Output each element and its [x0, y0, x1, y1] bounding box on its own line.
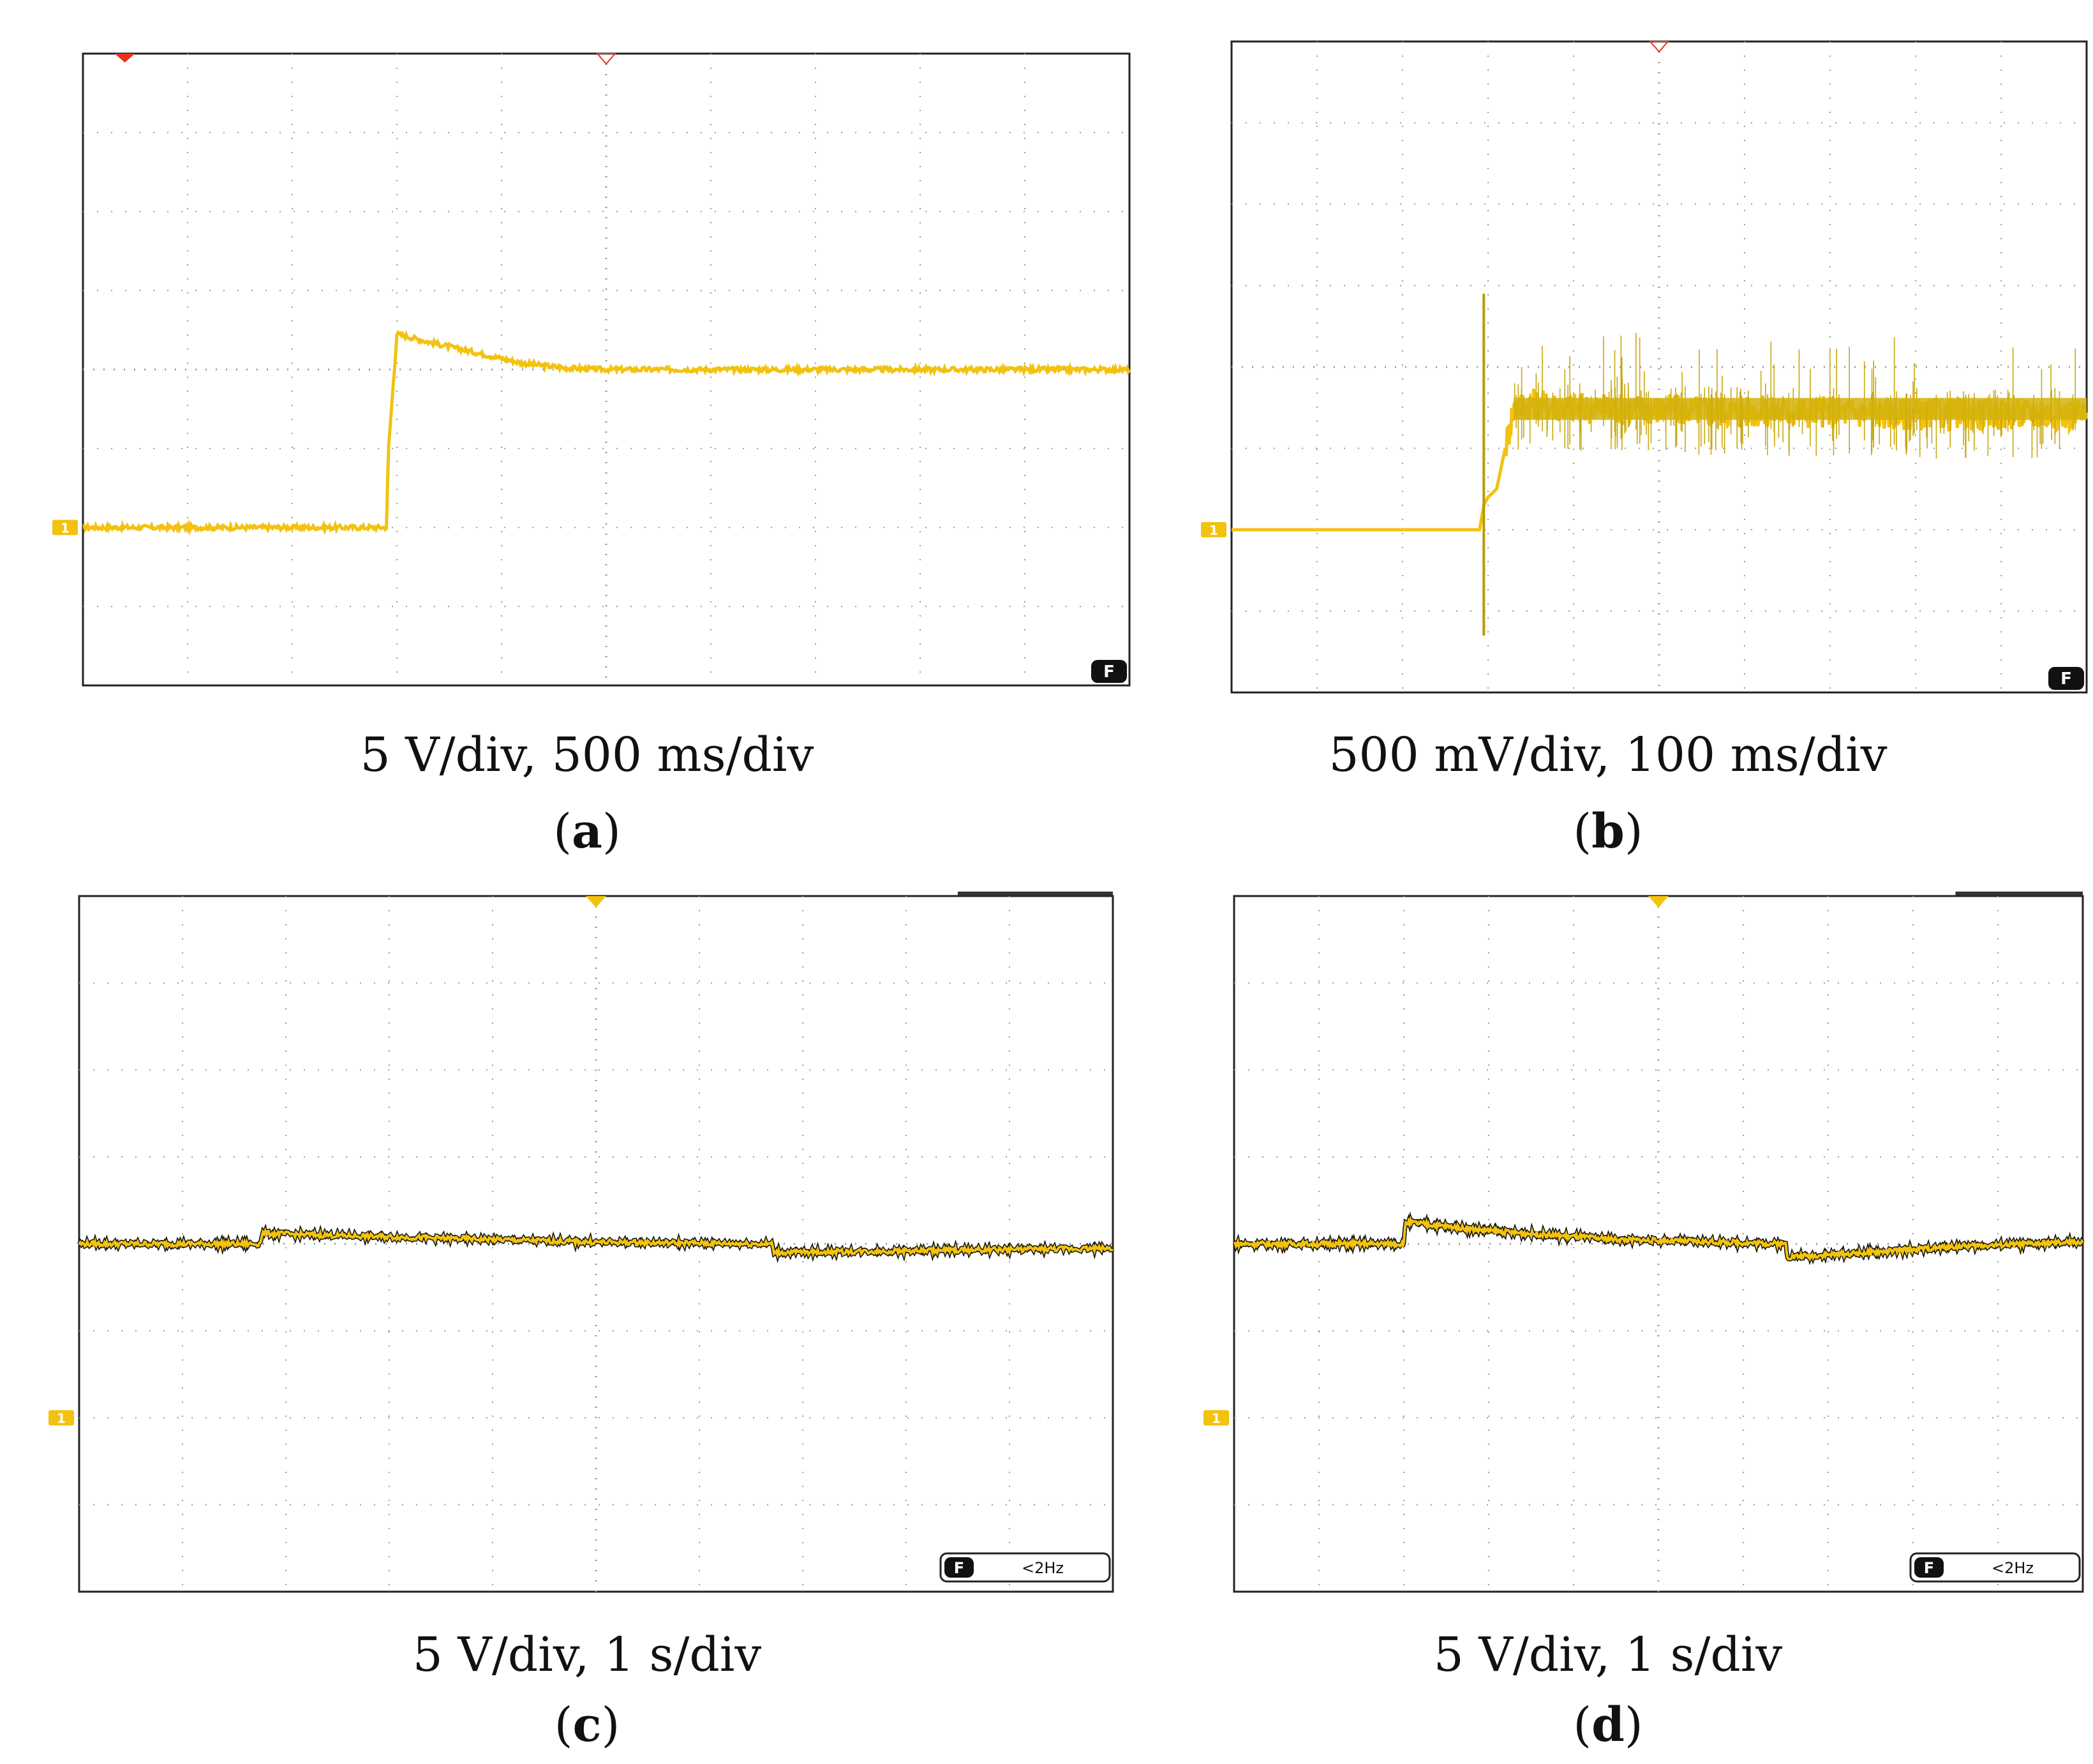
filter-badge-bg: [1914, 1557, 1944, 1578]
panel-c: 1 F <2Hz 5 V/div, 1 s/div (c): [0, 0, 1114, 1764]
panel-label-c-letter: c: [572, 1698, 602, 1753]
trigger-marker: [1648, 41, 1670, 53]
grid: [1232, 41, 2087, 692]
scope-screen-b: 1F: [1201, 40, 2089, 694]
filter-badge-letter: F: [2060, 669, 2072, 689]
filter-box: [939, 1552, 1111, 1583]
filter-badge-letter: F: [1103, 662, 1115, 682]
filter-badge: F: [2048, 667, 2084, 690]
panel-label-a: (a): [553, 804, 621, 859]
grid: [83, 54, 1129, 685]
channel-1-marker-box: [1201, 522, 1226, 537]
trigger-position-marker: [114, 54, 135, 63]
panel-label-d-letter: d: [1591, 1698, 1625, 1753]
channel-1-marker: 1: [52, 519, 78, 536]
scope-screen-d: 1 F <2Hz: [1203, 892, 2085, 1593]
filter-badge: F <2Hz: [939, 1552, 1111, 1583]
filter-badge-bg: [2048, 667, 2084, 690]
filter-badge-letter: F: [954, 1559, 964, 1577]
trigger-marker: [595, 53, 617, 65]
channel-1-marker: 1: [1201, 522, 1226, 538]
panel-label-d: (d): [1573, 1698, 1643, 1753]
trace-ch1: [78, 1227, 1114, 1260]
trace-ch1: [1233, 1215, 2084, 1262]
scale-caption-d: 5 V/div, 1 s/div: [1433, 1627, 1783, 1682]
trigger-marker: [1648, 896, 1669, 908]
filter-box: [1909, 1552, 2081, 1583]
trigger-marker: [586, 896, 606, 908]
scope-screen-a: 1F: [52, 52, 1131, 687]
filter-label: <2Hz: [1992, 1559, 2034, 1577]
trace-ch1: [82, 329, 1131, 536]
channel-1-marker-label: 1: [61, 521, 70, 536]
channel-1-marker-box: [52, 519, 78, 535]
scale-caption-b: 500 mV/div, 100 ms/div: [1329, 728, 1888, 782]
filter-badge-bg: [1091, 660, 1127, 683]
channel-1-marker: 1: [1203, 1410, 1229, 1426]
panel-label-a-letter: a: [572, 804, 602, 859]
panel-label-b-letter: b: [1591, 804, 1625, 859]
channel-1-marker-label: 1: [1209, 523, 1218, 538]
channel-1-marker-box: [1203, 1410, 1229, 1426]
scale-caption-c: 5 V/div, 1 s/div: [412, 1627, 762, 1682]
channel-1-marker-label: 1: [1212, 1411, 1221, 1426]
filter-badge-letter: F: [1924, 1559, 1934, 1577]
filter-badge: F: [1091, 660, 1127, 683]
channel-1-marker: 1: [48, 1410, 74, 1426]
channel-1-marker-box: [48, 1410, 74, 1426]
scale-caption-a: 5 V/div, 500 ms/div: [360, 728, 814, 782]
scope-screen-c: 1 F <2Hz: [48, 892, 1114, 1593]
panel-label-c: (c): [554, 1698, 620, 1753]
filter-badge: F <2Hz: [1909, 1552, 2081, 1583]
filter-label: <2Hz: [1022, 1559, 1064, 1577]
trace-noise-band: [1514, 398, 2087, 420]
trace-ch1-shadow: [1233, 1211, 2085, 1266]
channel-1-marker-label: 1: [57, 1411, 66, 1426]
panel-label-b: (b): [1573, 804, 1643, 859]
filter-badge-bg: [944, 1557, 974, 1578]
